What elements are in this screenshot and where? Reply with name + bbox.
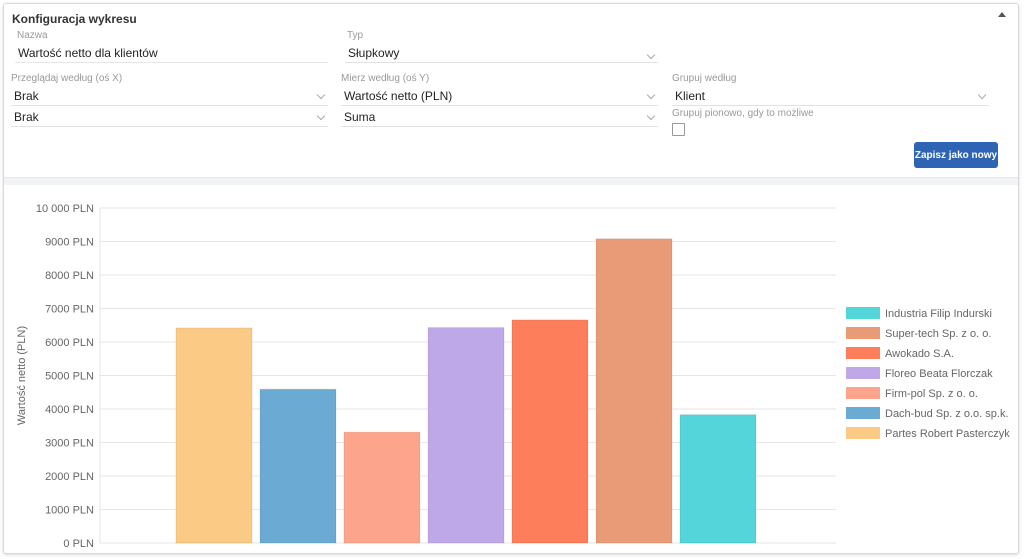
aggregation-select[interactable]: Suma — [341, 106, 658, 127]
bar[interactable] — [595, 238, 673, 544]
y-tick-label: 6000 PLN — [45, 337, 94, 349]
legend-swatch[interactable] — [846, 347, 880, 359]
yaxis-select[interactable]: Wartość netto (PLN) — [341, 85, 658, 106]
name-field: Nazwa Wartość netto dla klientów — [15, 30, 328, 63]
group-vertical-label: Grupuj pionowo, gdy to możliwe — [672, 108, 814, 119]
yaxis-field: Mierz według (oś Y) Wartość netto (PLN) … — [341, 73, 658, 127]
bar[interactable] — [679, 414, 757, 544]
legend-label[interactable]: Firm-pol Sp. z o. o. — [885, 388, 978, 400]
y-tick-label: 3000 PLN — [45, 438, 94, 450]
legend-swatch[interactable] — [846, 367, 880, 379]
type-value: Słupkowy — [348, 46, 400, 60]
name-value: Wartość netto dla klientów — [18, 46, 158, 60]
yaxis-value: Wartość netto (PLN) — [344, 89, 453, 103]
chevron-down-icon — [316, 90, 326, 100]
config-title: Konfiguracja wykresu — [12, 12, 137, 26]
y-tick-label: 0 PLN — [63, 538, 94, 550]
bar-chart: 0 PLN 1000 PLN 2000 PLN 3000 PLN 4000 PLN 500… — [16, 203, 1010, 550]
legend-swatch[interactable] — [846, 407, 880, 419]
y-tick-label: 10 000 PLN — [36, 203, 94, 215]
type-select[interactable]: Słupkowy — [345, 42, 658, 63]
section-divider — [4, 177, 1018, 185]
xaxis-value: Brak — [14, 89, 39, 103]
collapse-icon[interactable] — [996, 10, 1008, 20]
y-tick-label: 4000 PLN — [45, 404, 94, 416]
bar[interactable] — [259, 388, 337, 544]
y-tick-label: 5000 PLN — [45, 371, 94, 383]
legend-swatch[interactable] — [846, 327, 880, 339]
legend-label[interactable]: Dach-bud Sp. z o.o. sp.k. — [885, 408, 1009, 420]
chart-config-panel: Konfiguracja wykresu Nazwa Wartość netto… — [3, 3, 1019, 554]
y-tick-label: 8000 PLN — [45, 270, 94, 282]
y-tick-label: 1000 PLN — [45, 505, 94, 517]
chevron-down-icon — [977, 90, 987, 100]
legend-label[interactable]: Awokado S.A. — [885, 348, 954, 360]
group-vertical-checkbox[interactable] — [672, 123, 685, 136]
group-label: Grupuj według — [672, 73, 737, 84]
legend-swatch[interactable] — [846, 307, 880, 319]
group-select[interactable]: Klient — [672, 85, 989, 106]
chart-area: 0 PLN 1000 PLN 2000 PLN 3000 PLN 4000 PLN 500… — [4, 185, 1018, 553]
chevron-down-icon — [646, 50, 656, 60]
yaxis-label: Mierz według (oś Y) — [341, 73, 430, 84]
save-as-new-button[interactable]: Zapisz jako nowy — [914, 142, 998, 168]
xaxis-select[interactable]: Brak — [11, 85, 328, 106]
aggregation-value: Suma — [344, 110, 376, 124]
xaxis-field: Przeglądaj według (oś X) Brak Brak — [11, 73, 328, 127]
y-tick-label: 2000 PLN — [45, 471, 94, 483]
legend-label[interactable]: Super-tech Sp. z o. o. — [885, 328, 991, 340]
group-field: Grupuj według Klient Grupuj pionowo, gdy… — [672, 73, 989, 120]
bar[interactable] — [511, 319, 589, 544]
name-label: Nazwa — [17, 30, 48, 41]
legend-label[interactable]: Partes Robert Pasterczyk — [885, 428, 1010, 440]
config-section: Konfiguracja wykresu Nazwa Wartość netto… — [4, 4, 1018, 177]
legend-label[interactable]: Industria Filip Indurski — [885, 308, 992, 320]
y-tick-label: 9000 PLN — [45, 237, 94, 249]
type-label: Typ — [347, 30, 364, 41]
type-field: Typ Słupkowy — [345, 30, 658, 63]
bar[interactable] — [175, 327, 253, 544]
legend-label[interactable]: Floreo Beata Florczak — [885, 368, 993, 380]
y-axis-title: Wartość netto (PLN) — [16, 326, 28, 425]
group-value: Klient — [675, 89, 706, 103]
bar[interactable] — [427, 327, 505, 544]
xaxis-secondary-select[interactable]: Brak — [11, 106, 328, 127]
legend-swatch[interactable] — [846, 387, 880, 399]
chevron-down-icon — [646, 90, 656, 100]
xaxis-secondary-value: Brak — [14, 110, 39, 124]
xaxis-label: Przeglądaj według (oś X) — [11, 73, 123, 84]
legend-swatch[interactable] — [846, 427, 880, 439]
chevron-down-icon — [316, 111, 326, 121]
chevron-down-icon — [646, 111, 656, 121]
y-tick-label: 7000 PLN — [45, 304, 94, 316]
name-input[interactable]: Wartość netto dla klientów — [15, 42, 328, 63]
bar[interactable] — [343, 431, 421, 544]
